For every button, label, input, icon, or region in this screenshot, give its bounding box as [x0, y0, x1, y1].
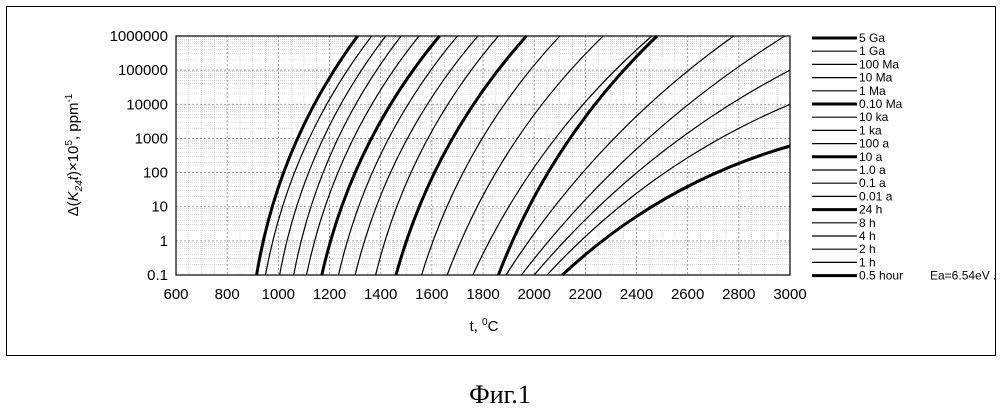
- y-tick-label: 10: [151, 199, 168, 216]
- x-tick-label: 800: [215, 286, 240, 303]
- legend-label: 0.10 Ma: [859, 97, 903, 111]
- minor-grid: [176, 36, 790, 275]
- y-tick-label: 100: [143, 165, 168, 182]
- x-tick-label: 1000: [262, 286, 295, 303]
- y-tick-label: 0.1: [147, 267, 168, 284]
- y-tick-label: 1000: [135, 130, 168, 147]
- figure-caption: Фиг.1: [0, 380, 1000, 410]
- x-tick-label: 2600: [671, 286, 704, 303]
- y-axis-label: Δ(K24t)×105, ppm-1: [64, 93, 85, 216]
- x-tick-label: 1600: [415, 286, 448, 303]
- x-tick-label: 2400: [620, 286, 653, 303]
- legend-label: 1 ka: [859, 123, 882, 137]
- legend-label: 0.1 a: [859, 176, 886, 190]
- legend-label: 1 h: [859, 255, 876, 269]
- legend-label: 10 Ma: [859, 71, 893, 85]
- series-line: [547, 104, 790, 275]
- y-tick-labels: 1000000 100000 10000 1000 100 10 1 0.1: [110, 28, 168, 284]
- legend-label: 100 a: [859, 137, 889, 151]
- x-tick-label: 2000: [517, 286, 550, 303]
- x-tick-label: 2800: [722, 286, 755, 303]
- x-tick-label: 2200: [569, 286, 602, 303]
- legend-label: 1.0 a: [859, 163, 886, 177]
- legend-label: 24 h: [859, 203, 882, 217]
- legend-label: 8 h: [859, 216, 876, 230]
- y-tick-label: 10000: [126, 96, 168, 113]
- legend-label: 0.5 hour: [859, 269, 903, 283]
- x-tick-label: 1200: [313, 286, 346, 303]
- y-tick-label: 1000000: [110, 28, 168, 45]
- legend-label: 1 Ga: [859, 44, 885, 58]
- legend-label: 10 ka: [859, 110, 889, 124]
- y-tick-label: 100000: [118, 62, 168, 79]
- legend: 5 Ga1 Ga100 Ma10 Ma1 Ma0.10 Ma10 ka1 ka1…: [812, 31, 996, 283]
- x-axis-label: t, 0C: [470, 317, 499, 335]
- legend-label: 100 Ma: [859, 57, 899, 71]
- x-tick-label: 1800: [466, 286, 499, 303]
- legend-label: 10 a: [859, 150, 883, 164]
- legend-note: Ea=6.54eV .: [930, 269, 996, 283]
- x-tick-label: 1400: [364, 286, 397, 303]
- legend-label: 2 h: [859, 242, 876, 256]
- legend-label: 0.01 a: [859, 189, 893, 203]
- x-tick-label: 3000: [773, 286, 806, 303]
- x-tick-label: 600: [163, 286, 188, 303]
- legend-label: 5 Ga: [859, 31, 885, 45]
- legend-label: 4 h: [859, 229, 876, 243]
- legend-label: 1 Ma: [859, 84, 886, 98]
- chart: 600 800 1000 1200 1400 1600 1800 2000 2200 2400 26…: [0, 0, 1000, 360]
- y-tick-label: 1: [160, 233, 168, 250]
- x-tick-labels: 600 800 1000 1200 1400 1600 1800 2000 2200 2400 26…: [163, 286, 806, 303]
